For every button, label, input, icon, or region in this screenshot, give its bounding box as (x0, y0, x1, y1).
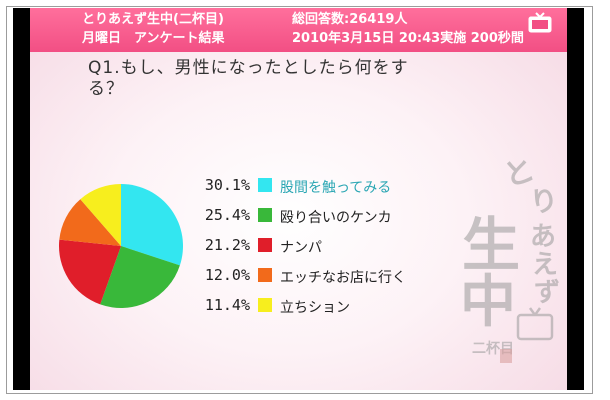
show-logo-watermark: と り あ え ず 生 中 二杯目 (460, 153, 561, 363)
svg-text:中: 中 (460, 269, 516, 335)
legend-percent: 25.4% (204, 206, 250, 224)
legend-percent: 11.4% (204, 296, 250, 314)
pie-slice (59, 239, 121, 305)
svg-text:り: り (527, 183, 560, 220)
survey-panel: とりあえず生中(二杯目) 月曜日 アンケート結果 総回答数:26419人 201… (30, 8, 567, 390)
pie-slice (100, 246, 180, 308)
legend-label: エッチなお店に行く (280, 270, 406, 286)
svg-text:え: え (532, 250, 558, 280)
header-banner: とりあえず生中(二杯目) 月曜日 アンケート結果 総回答数:26419人 201… (30, 8, 567, 52)
total-respondents: 総回答数:26419人 (292, 12, 408, 27)
survey-date: 2010年3月15日 20:43実施 200秒間 (292, 31, 524, 46)
tv-icon (528, 12, 552, 33)
pie-slice (59, 199, 121, 246)
svg-text:あ: あ (530, 222, 556, 252)
legend-label: 立ちション (280, 300, 350, 316)
legend-label: 股間を触ってみる (280, 180, 392, 196)
legend-percent: 12.0% (204, 266, 250, 284)
svg-text:ず: ず (534, 278, 560, 308)
legend-swatch (258, 208, 272, 222)
pie-slice (80, 184, 121, 246)
left-black-border (13, 8, 30, 390)
pie-slice (121, 184, 183, 266)
legend-swatch (258, 298, 272, 312)
legend-percent: 21.2% (204, 236, 250, 254)
legend-label: 殴り合いのケンカ (280, 210, 392, 226)
pie-chart (59, 184, 183, 308)
legend-percent: 30.1% (204, 176, 250, 194)
svg-text:生: 生 (462, 211, 520, 279)
legend-label: ナンパ (280, 240, 322, 256)
legend-swatch (258, 238, 272, 252)
legend-swatch (258, 268, 272, 282)
survey-subtitle: 月曜日 アンケート結果 (82, 31, 225, 46)
show-title: とりあえず生中(二杯目) (82, 12, 224, 27)
legend-swatch (258, 178, 272, 192)
right-black-border (567, 8, 584, 390)
question-text: Q1.もし、男性になったとしたら何をする？ (88, 58, 409, 99)
